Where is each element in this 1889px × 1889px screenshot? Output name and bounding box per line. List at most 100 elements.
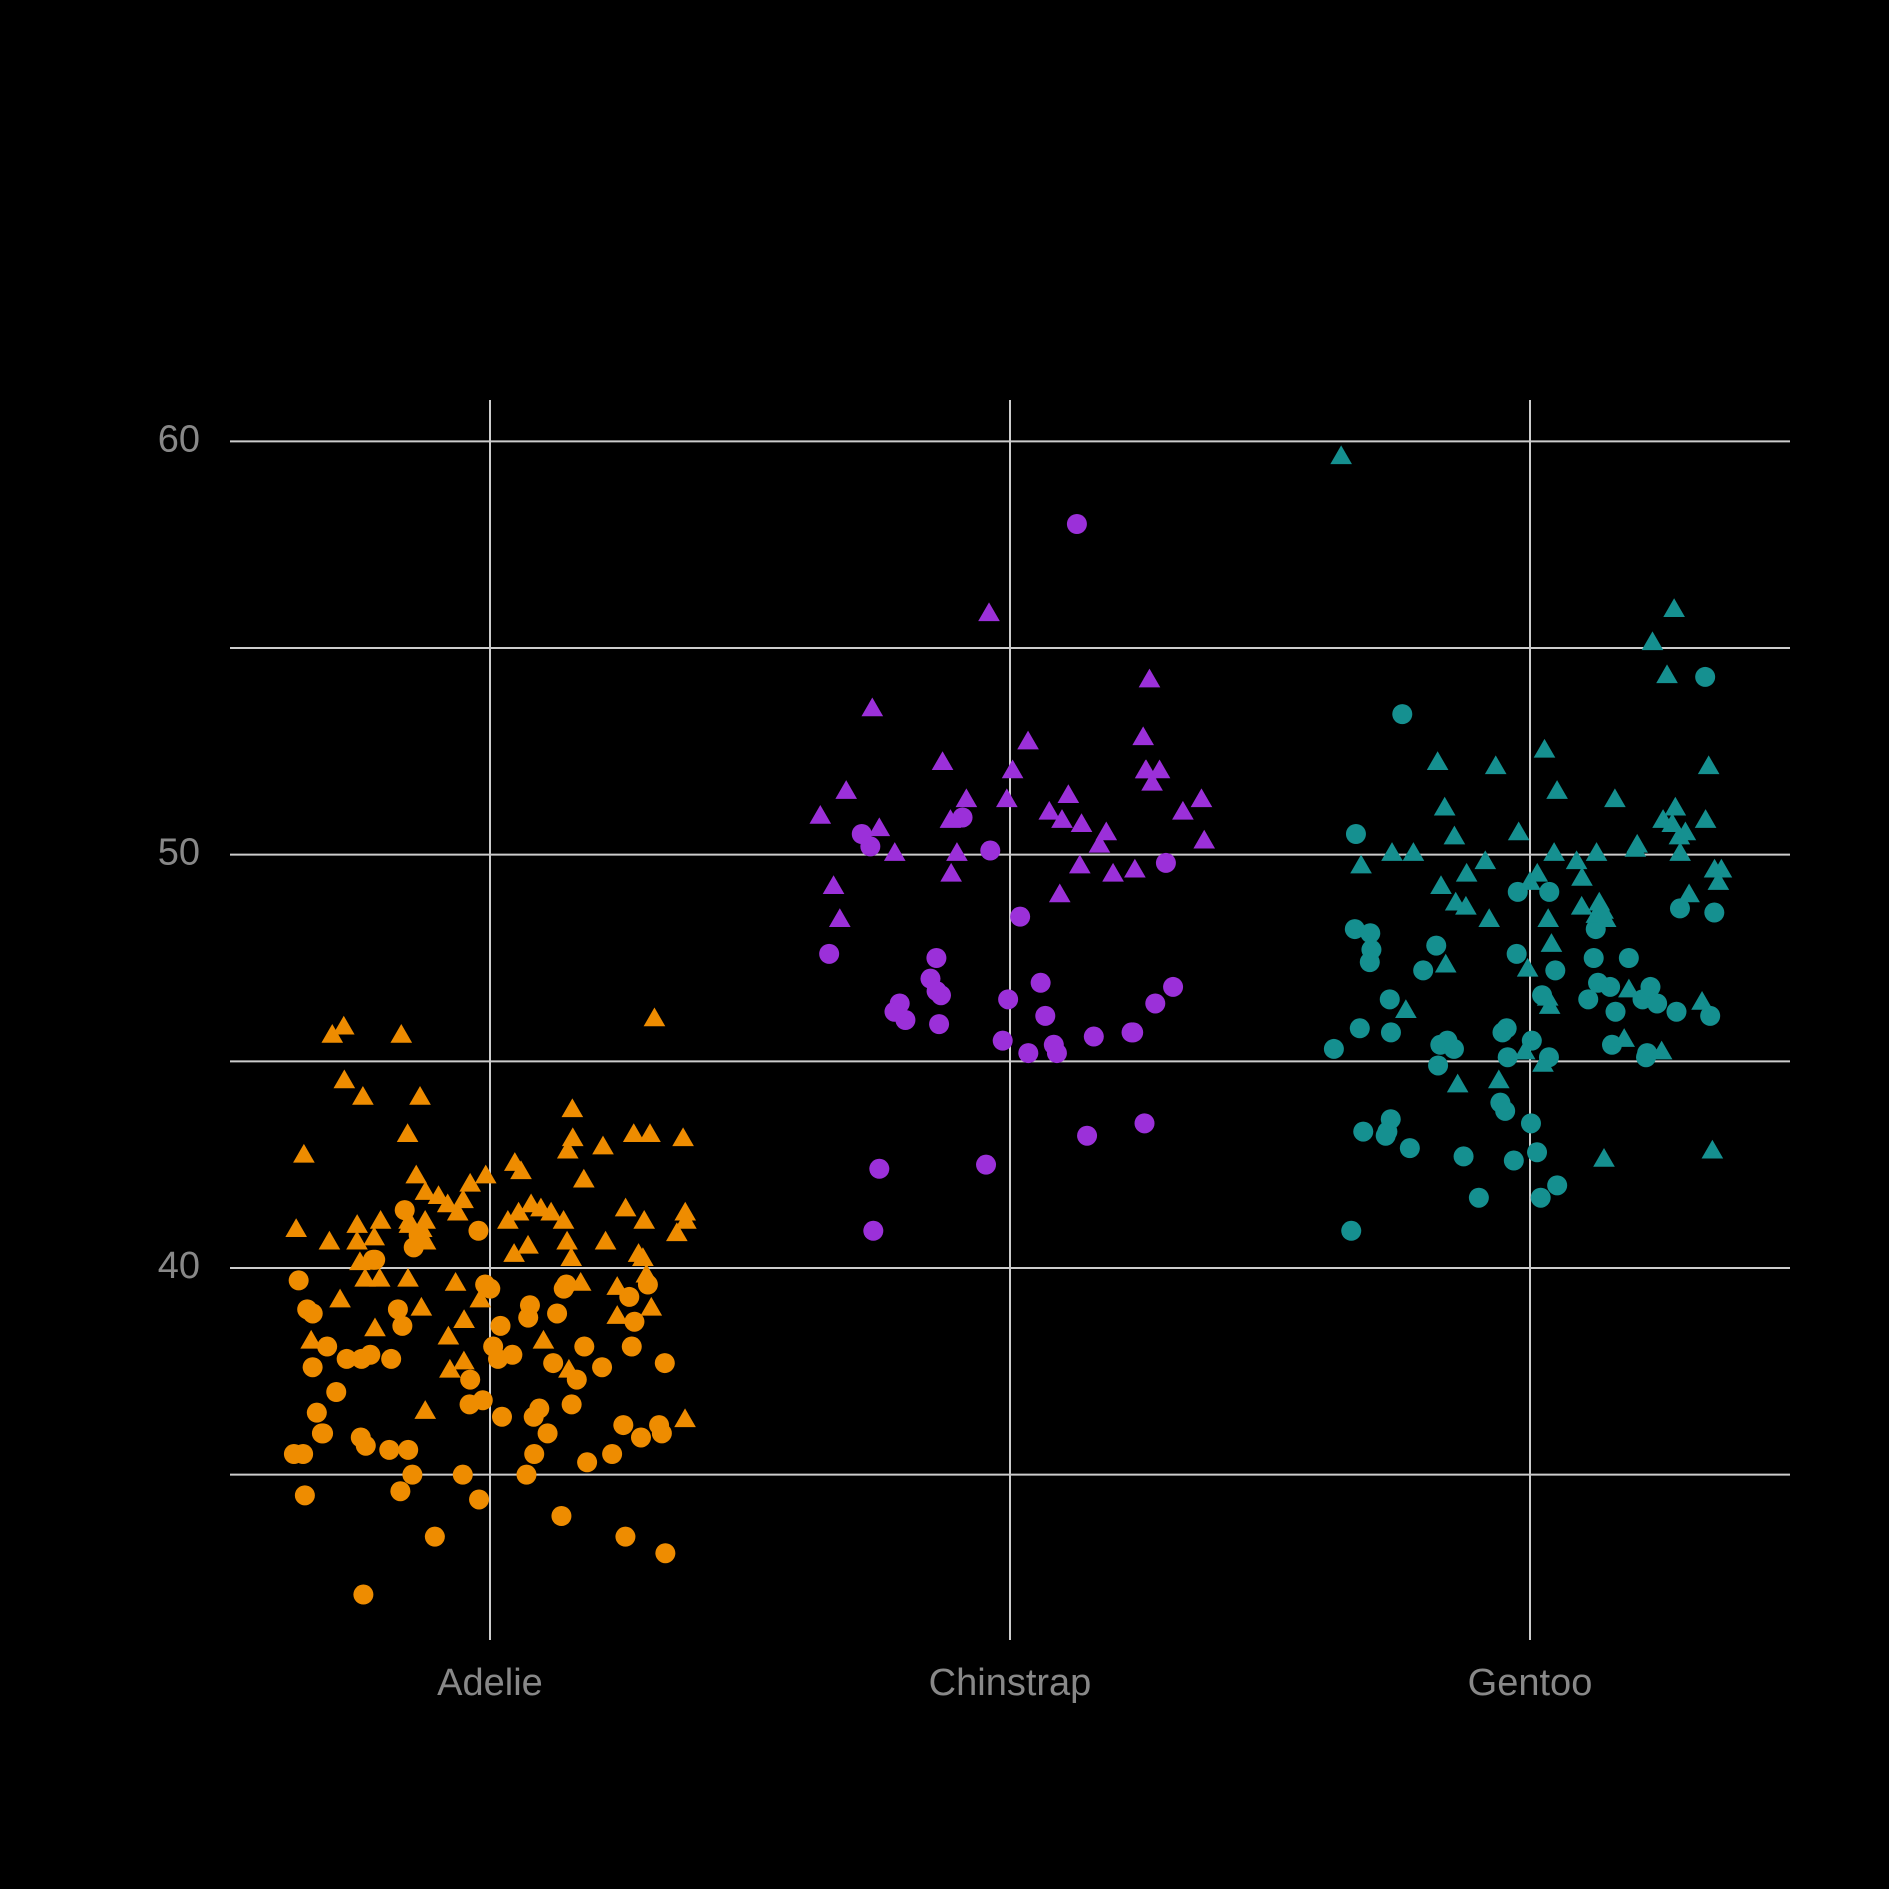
data-point-circle bbox=[398, 1440, 418, 1460]
data-point-circle bbox=[1547, 1175, 1567, 1195]
strip-chart: 405060AdelieChinstrapGentoo bbox=[0, 0, 1889, 1889]
data-point-circle bbox=[538, 1423, 558, 1443]
data-point-circle bbox=[926, 948, 946, 968]
data-point-circle bbox=[360, 1345, 380, 1365]
data-point-circle bbox=[884, 1002, 904, 1022]
data-point-circle bbox=[1084, 1027, 1104, 1047]
data-point-circle bbox=[1381, 1022, 1401, 1042]
data-point-circle bbox=[574, 1337, 594, 1357]
data-point-circle bbox=[615, 1527, 635, 1547]
data-point-circle bbox=[543, 1353, 563, 1373]
data-point-circle bbox=[1156, 853, 1176, 873]
data-point-circle bbox=[351, 1427, 371, 1447]
x-tick-label: Adelie bbox=[437, 1662, 543, 1704]
data-point-circle bbox=[469, 1489, 489, 1509]
data-point-circle bbox=[491, 1316, 511, 1336]
data-point-circle bbox=[1018, 1043, 1038, 1063]
data-point-circle bbox=[1637, 1043, 1657, 1063]
chart-container: 405060AdelieChinstrapGentoo bbox=[0, 0, 1889, 1889]
data-point-circle bbox=[1704, 903, 1724, 923]
data-point-circle bbox=[1666, 1002, 1686, 1022]
data-point-circle bbox=[863, 1221, 883, 1241]
data-point-circle bbox=[488, 1349, 508, 1369]
data-point-circle bbox=[860, 836, 880, 856]
data-point-circle bbox=[1531, 1188, 1551, 1208]
data-point-circle bbox=[1507, 944, 1527, 964]
data-point-circle bbox=[402, 1465, 422, 1485]
data-point-circle bbox=[1521, 1113, 1541, 1133]
data-point-circle bbox=[473, 1390, 493, 1410]
data-point-circle bbox=[1588, 973, 1608, 993]
data-point-circle bbox=[1353, 1122, 1373, 1142]
data-point-circle bbox=[1163, 977, 1183, 997]
data-point-circle bbox=[551, 1506, 571, 1526]
data-point-circle bbox=[622, 1337, 642, 1357]
data-point-circle bbox=[379, 1440, 399, 1460]
data-point-circle bbox=[1695, 667, 1715, 687]
data-point-circle bbox=[1360, 923, 1380, 943]
data-point-circle bbox=[1428, 1055, 1448, 1075]
data-point-circle bbox=[652, 1423, 672, 1443]
data-point-circle bbox=[516, 1465, 536, 1485]
data-point-circle bbox=[613, 1415, 633, 1435]
data-point-circle bbox=[524, 1444, 544, 1464]
data-point-circle bbox=[1010, 907, 1030, 927]
data-point-circle bbox=[631, 1427, 651, 1447]
data-point-circle bbox=[592, 1357, 612, 1377]
data-point-circle bbox=[390, 1481, 410, 1501]
data-point-circle bbox=[289, 1270, 309, 1290]
data-point-circle bbox=[976, 1155, 996, 1175]
data-point-circle bbox=[1444, 1039, 1464, 1059]
data-point-circle bbox=[313, 1423, 333, 1443]
data-point-circle bbox=[303, 1303, 323, 1323]
y-tick-label: 40 bbox=[158, 1245, 200, 1287]
data-point-circle bbox=[1376, 1126, 1396, 1146]
data-point-circle bbox=[993, 1031, 1013, 1051]
data-point-circle bbox=[1454, 1146, 1474, 1166]
data-point-circle bbox=[869, 1159, 889, 1179]
data-point-circle bbox=[1047, 1043, 1067, 1063]
data-point-circle bbox=[337, 1349, 357, 1369]
data-point-circle bbox=[1606, 1002, 1626, 1022]
data-point-circle bbox=[1469, 1188, 1489, 1208]
data-point-circle bbox=[980, 841, 1000, 861]
data-point-circle bbox=[293, 1444, 313, 1464]
data-point-circle bbox=[1122, 1022, 1142, 1042]
data-point-circle bbox=[1077, 1126, 1097, 1146]
data-point-circle bbox=[1492, 1022, 1512, 1042]
x-tick-label: Chinstrap bbox=[929, 1662, 1092, 1704]
data-point-circle bbox=[1619, 948, 1639, 968]
data-point-circle bbox=[602, 1444, 622, 1464]
data-point-circle bbox=[1346, 824, 1366, 844]
data-point-circle bbox=[655, 1353, 675, 1373]
data-point-circle bbox=[1324, 1039, 1344, 1059]
data-point-circle bbox=[1067, 514, 1087, 534]
x-tick-label: Gentoo bbox=[1468, 1662, 1593, 1704]
data-point-circle bbox=[927, 981, 947, 1001]
data-point-circle bbox=[1035, 1006, 1055, 1026]
data-point-circle bbox=[453, 1465, 473, 1485]
data-point-circle bbox=[1640, 977, 1660, 997]
data-point-circle bbox=[492, 1407, 512, 1427]
data-point-circle bbox=[460, 1370, 480, 1390]
data-point-circle bbox=[475, 1275, 495, 1295]
data-point-circle bbox=[1392, 704, 1412, 724]
data-point-circle bbox=[1584, 948, 1604, 968]
data-point-circle bbox=[1539, 882, 1559, 902]
data-point-circle bbox=[562, 1394, 582, 1414]
data-point-circle bbox=[468, 1221, 488, 1241]
data-point-circle bbox=[1527, 1142, 1547, 1162]
data-point-circle bbox=[1504, 1151, 1524, 1171]
data-point-circle bbox=[392, 1316, 412, 1336]
data-point-circle bbox=[929, 1014, 949, 1034]
data-point-circle bbox=[381, 1349, 401, 1369]
data-point-circle bbox=[1341, 1221, 1361, 1241]
data-point-circle bbox=[353, 1585, 373, 1605]
data-point-circle bbox=[1360, 952, 1380, 972]
chart-background bbox=[0, 0, 1889, 1889]
data-point-circle bbox=[303, 1357, 323, 1377]
data-point-circle bbox=[524, 1407, 544, 1427]
y-tick-label: 60 bbox=[158, 418, 200, 460]
data-point-circle bbox=[998, 989, 1018, 1009]
data-point-circle bbox=[326, 1382, 346, 1402]
